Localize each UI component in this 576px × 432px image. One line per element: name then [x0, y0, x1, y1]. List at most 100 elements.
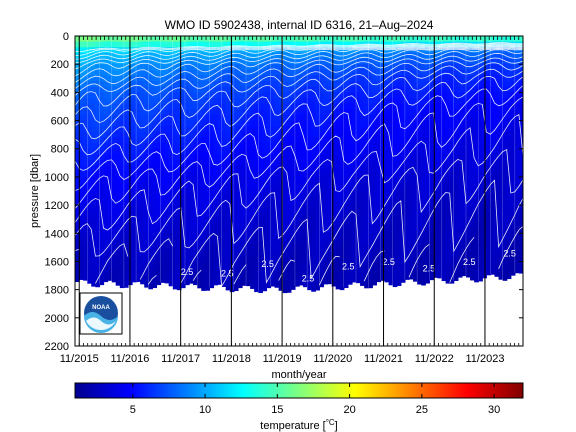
heatmap-cell	[221, 120, 227, 127]
heatmap-cell	[307, 69, 312, 77]
heatmap-cell	[152, 148, 158, 155]
heatmap-cell	[445, 126, 451, 133]
heatmap-cell	[262, 64, 268, 71]
heatmap-cell	[225, 255, 231, 263]
heatmap-cell	[445, 188, 451, 195]
heatmap-cell	[123, 199, 129, 206]
heatmap-cell	[425, 120, 430, 127]
heatmap-cell	[286, 64, 292, 71]
heatmap-cell	[213, 210, 219, 217]
heatmap-cell	[384, 278, 390, 283]
heatmap-cell	[148, 86, 153, 93]
heatmap-cell	[400, 114, 406, 122]
heatmap-cell	[453, 52, 459, 60]
heatmap-cell	[176, 58, 182, 65]
heatmap-cell	[478, 222, 483, 229]
heatmap-cell	[197, 160, 202, 167]
heatmap-cell	[189, 233, 194, 240]
heatmap-cell	[79, 238, 84, 246]
heatmap-cell	[433, 182, 439, 189]
heatmap-cell	[376, 154, 382, 161]
heatmap-cell	[425, 137, 430, 144]
heatmap-cell	[258, 148, 263, 155]
heatmap-cell	[388, 250, 394, 257]
heatmap-cell	[441, 52, 447, 60]
heatmap-cell	[168, 233, 174, 240]
heatmap-cell	[140, 188, 145, 195]
heatmap-cell	[453, 120, 459, 127]
heatmap-cell	[404, 69, 410, 77]
heatmap-cell	[388, 261, 394, 268]
heatmap-cell	[107, 227, 113, 234]
heatmap-cell	[502, 126, 508, 133]
heatmap-column	[132, 36, 137, 283]
heatmap-cell	[417, 188, 422, 195]
heatmap-cell	[461, 64, 467, 71]
heatmap-cell	[132, 171, 137, 178]
heatmap-cell	[413, 171, 418, 178]
heatmap-cell	[514, 188, 520, 195]
heatmap-cell	[115, 131, 121, 139]
heatmap-cell	[429, 272, 434, 279]
heatmap-cell	[413, 154, 418, 161]
heatmap-cell	[445, 75, 451, 82]
heatmap-cell	[103, 52, 109, 60]
heatmap-cell	[282, 210, 288, 217]
heatmap-column	[115, 36, 121, 286]
heatmap-cell	[315, 160, 320, 167]
heatmap-cell	[351, 278, 357, 283]
heatmap-cell	[376, 227, 382, 234]
heatmap-cell	[408, 109, 414, 116]
heatmap-column	[514, 36, 520, 274]
heatmap-cell	[87, 36, 92, 43]
heatmap-cell	[217, 86, 223, 93]
heatmap-cell	[425, 216, 430, 223]
heatmap-cell	[241, 131, 247, 139]
heatmap-cell	[478, 98, 483, 105]
heatmap-cell	[474, 92, 479, 99]
heatmap-cell	[437, 131, 443, 139]
heatmap-cell	[79, 92, 84, 99]
heatmap-cell	[189, 103, 194, 110]
heatmap-cell	[376, 176, 382, 184]
heatmap-cell	[201, 81, 206, 88]
heatmap-cell	[225, 137, 231, 144]
heatmap-cell	[79, 267, 84, 274]
heatmap-cell	[132, 205, 137, 212]
heatmap-cell	[445, 58, 451, 65]
heatmap-cell	[213, 193, 219, 201]
heatmap-cell	[107, 75, 113, 82]
heatmap-cell	[262, 47, 268, 54]
heatmap-cell	[87, 193, 92, 201]
heatmap-cell	[262, 233, 268, 240]
heatmap-cell	[380, 233, 386, 240]
heatmap-cell	[132, 176, 137, 184]
heatmap-cell	[425, 58, 430, 65]
heatmap-cell	[250, 188, 255, 195]
heatmap-cell	[144, 165, 149, 172]
heatmap-cell	[189, 75, 194, 82]
heatmap-column	[506, 36, 512, 280]
heatmap-cell	[189, 114, 194, 122]
heatmap-cell	[461, 205, 467, 212]
heatmap-cell	[461, 244, 467, 251]
heatmap-cell	[470, 114, 475, 122]
heatmap-cell	[75, 86, 80, 93]
heatmap-cell	[441, 205, 447, 212]
heatmap-cell	[282, 41, 288, 48]
heatmap-cell	[115, 165, 121, 172]
heatmap-cell	[417, 199, 422, 206]
heatmap-cell	[144, 188, 149, 195]
heatmap-cell	[217, 244, 223, 251]
heatmap-cell	[453, 69, 459, 77]
heatmap-cell	[421, 92, 426, 99]
heatmap-cell	[136, 188, 141, 195]
heatmap-cell	[303, 103, 308, 110]
heatmap-cell	[380, 193, 386, 201]
heatmap-cell	[95, 41, 101, 48]
heatmap-cell	[303, 131, 308, 139]
heatmap-cell	[217, 165, 223, 172]
heatmap-cell	[270, 120, 276, 127]
heatmap-cell	[453, 92, 459, 99]
heatmap-cell	[262, 41, 268, 48]
